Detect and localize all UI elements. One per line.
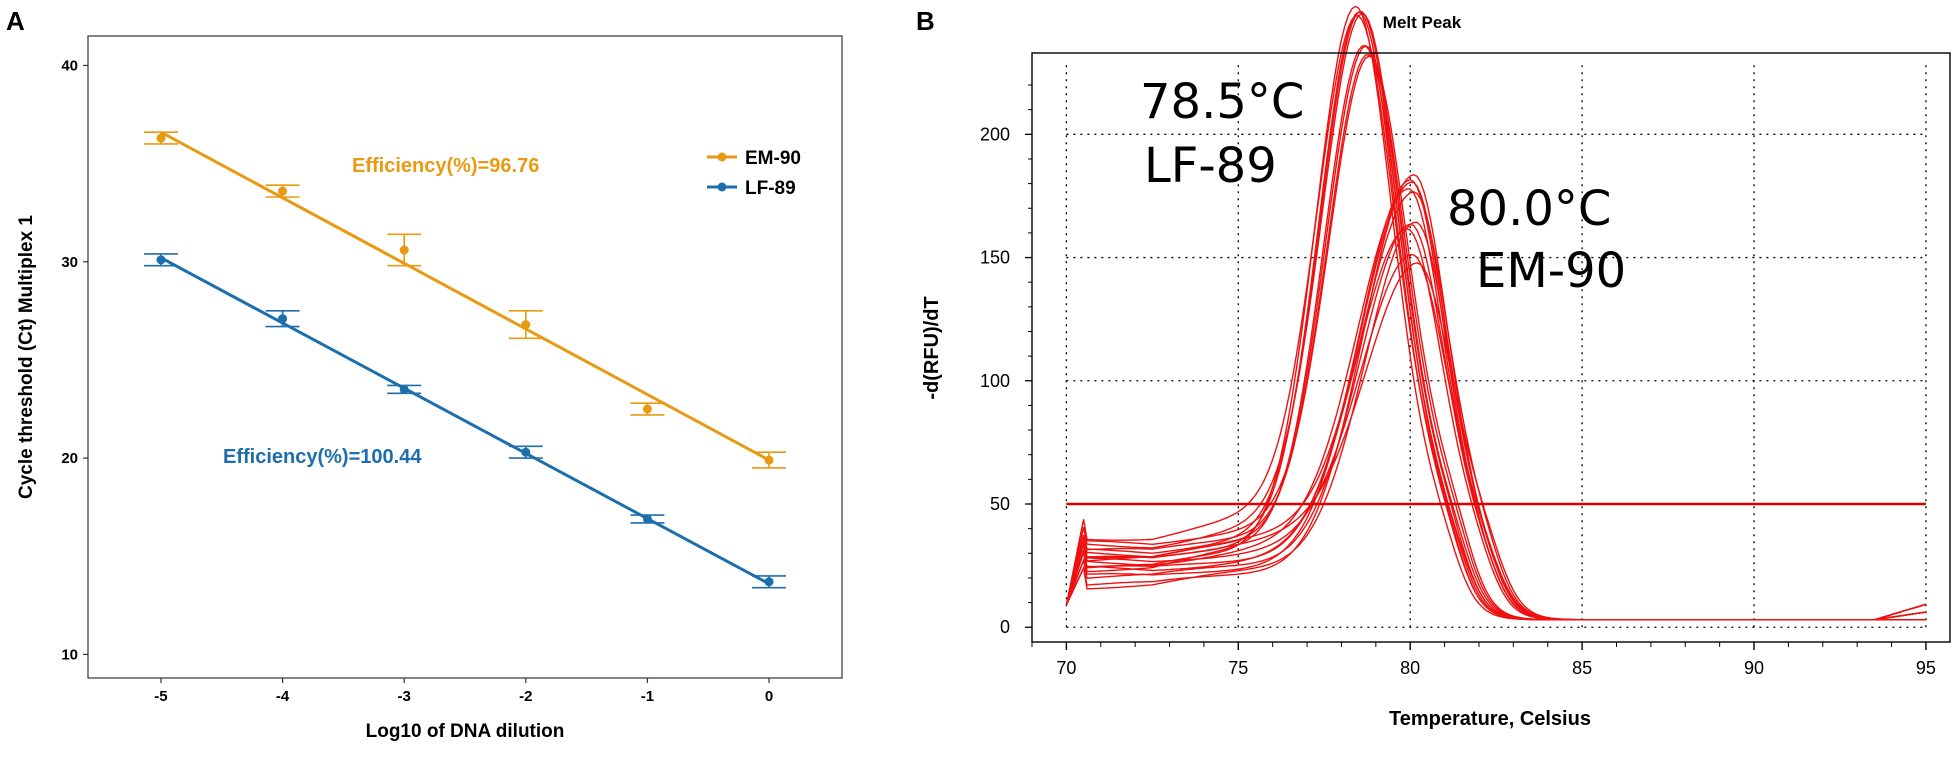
em-90-melt-curve [1065, 253, 1927, 621]
panel-b-x-tick-label: 80 [1400, 658, 1420, 678]
panel-b-chart: B Melt Peak 0 50 100 150 200 70 75 80 85 90 95 Te… [916, 5, 1951, 730]
panel-a-x-ticks: -5 -4 -3 -2 -1 0 [154, 678, 773, 705]
panel-b-y-tick-label: 200 [980, 124, 1010, 144]
lf-89-point [642, 514, 652, 524]
panel-b-curves [1065, 5, 1927, 621]
panel-a-x-tick-label: -2 [519, 688, 532, 705]
lf-89-name-annotation: LF-89 [1144, 138, 1277, 194]
lf-89-point [156, 255, 166, 265]
panel-b-x-tick-label: 95 [1916, 658, 1936, 678]
em-90-point [642, 404, 652, 414]
panel-b-y-tick-label: 100 [980, 371, 1010, 391]
panel-b-title: Melt Peak [1383, 13, 1462, 32]
lf-89-melt-curve [1065, 45, 1926, 621]
em-90-efficiency-label: Efficiency(%)=96.76 [352, 155, 539, 177]
em-90-tm-annotation: 80.0°C [1447, 181, 1611, 237]
panel-a-x-tick-label: 0 [765, 688, 773, 705]
em-90-point [764, 455, 774, 465]
panel-a-y-ticks: 10 20 30 40 [61, 57, 88, 663]
panel-a-letter: A [6, 6, 25, 36]
panel-a-x-tick-label: -5 [154, 688, 167, 705]
panel-b-x-tick-label: 90 [1744, 658, 1764, 678]
lf-89-fit-line [160, 256, 770, 586]
lf-89-point [764, 577, 774, 587]
legend-em-90-marker [717, 152, 727, 162]
lf-89-melt-curve [1065, 44, 1927, 621]
panel-a-x-axis-label: Log10 of DNA dilution [366, 721, 565, 742]
em-90-melt-curve [1065, 262, 1926, 621]
em-90-point [521, 320, 531, 330]
em-90-point [399, 245, 409, 255]
panel-a-x-tick-label: -1 [641, 688, 654, 705]
panel-b-x-tick-label: 75 [1228, 658, 1248, 678]
legend-em-90-label: EM-90 [745, 148, 801, 169]
lf-89-point [521, 447, 531, 457]
panel-b-grid [1065, 63, 1927, 628]
panel-a-x-tick-label: -4 [276, 688, 290, 705]
panel-a-chart: A 10 20 30 40 -5 -4 -3 -2 -1 0 Log10 of DNA dilu… [6, 6, 843, 742]
panel-b-y-tick-label: 150 [980, 248, 1010, 268]
lf-89-point [399, 384, 409, 394]
panel-b-y-tick-label: 0 [1000, 617, 1010, 637]
panel-b-letter: B [916, 6, 935, 36]
legend-lf-89-label: LF-89 [745, 178, 796, 199]
lf-89-point [278, 314, 288, 324]
em-90-fit-line [160, 130, 770, 462]
panel-b-y-ticks: 0 50 100 150 200 [980, 84, 1032, 637]
legend-lf-89-marker [717, 182, 727, 192]
panel-a-plot-area [87, 35, 843, 679]
panel-a-y-tick-label: 20 [61, 450, 78, 467]
panel-b-plot-area [1031, 52, 1951, 643]
em-90-name-annotation: EM-90 [1476, 243, 1626, 299]
panel-b-y-tick-label: 50 [990, 494, 1010, 514]
panel-a-x-tick-label: -3 [398, 688, 411, 705]
panel-b-x-axis-label: Temperature, Celsius [1389, 708, 1591, 730]
panel-a-legend: EM-90 LF-89 [707, 148, 801, 199]
panel-b-x-tick-label: 70 [1056, 658, 1076, 678]
panel-a-y-tick-label: 40 [61, 57, 78, 74]
panel-a-y-axis-label: Cycle threshold (Ct) Multiplex 1 [16, 215, 37, 499]
panel-a-y-tick-label: 30 [61, 254, 78, 271]
panel-b-x-tick-label: 85 [1572, 658, 1592, 678]
panel-b-x-ticks: 70 75 80 85 90 95 [1031, 642, 1936, 678]
em-90-point [156, 133, 166, 143]
lf-89-efficiency-label: Efficiency(%)=100.44 [223, 446, 422, 468]
lf-89-tm-annotation: 78.5°C [1140, 74, 1304, 130]
em-90-point [278, 186, 288, 196]
panel-a-series [143, 130, 787, 589]
panel-b-y-axis-label: -d(RFU)/dT [921, 296, 943, 399]
panel-a-y-tick-label: 10 [61, 646, 78, 663]
